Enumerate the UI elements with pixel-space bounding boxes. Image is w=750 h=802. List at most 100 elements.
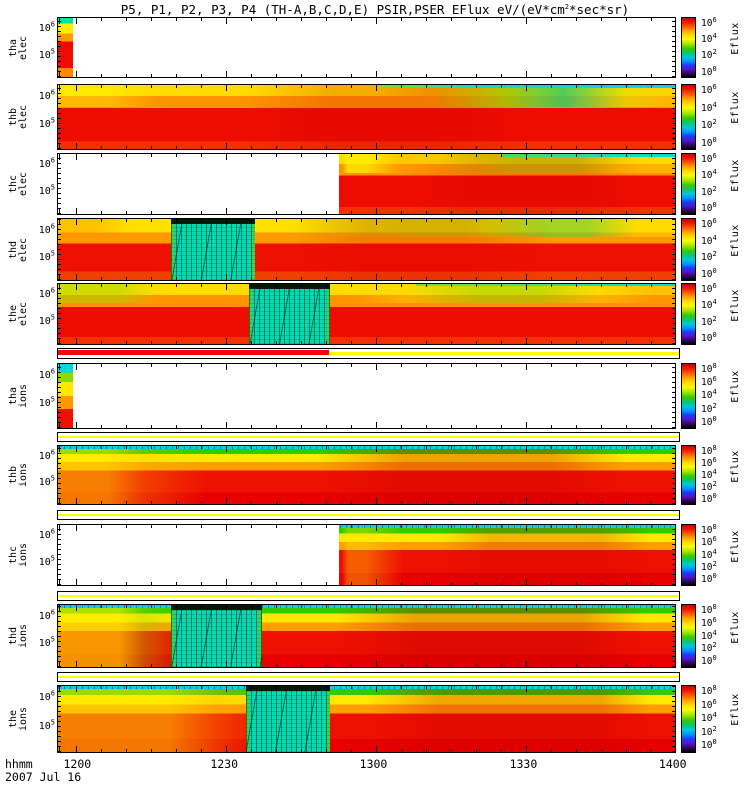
colorbar-tick-label: 106: [701, 535, 717, 549]
panel-left-gutter: thd ions 106 105: [0, 604, 57, 668]
cyan-top-band: [58, 446, 675, 449]
colorbar-axis-label-wrap: Eflux: [719, 221, 750, 261]
spectrogram-row: the elec 106 105 106 104 102 100 Eflux: [0, 281, 750, 345]
spectrogram-row: tha ions 106 105 108 106 104 102 100 Eflux: [0, 362, 750, 429]
colorbar-axis-label-wrap: Eflux: [719, 526, 750, 566]
cyan-top-band: [378, 85, 675, 88]
panel-species-label-wrap: thb ions: [2, 445, 36, 505]
colorbar-tick-label: 106: [701, 455, 717, 469]
no-data-region: [72, 18, 675, 77]
panel-left-gutter: the elec 106 105: [0, 283, 57, 345]
panel-species-label: thc ions: [8, 542, 29, 568]
panel-species-label-wrap: thc ions: [2, 524, 36, 586]
y-axis-tick-label: 105: [38, 313, 55, 328]
y-axis-tick-label: 106: [38, 88, 55, 102]
burst-mode-region: [170, 219, 256, 280]
x-axis-tick-label: 1300: [359, 757, 388, 771]
y-tick-marks: [672, 219, 675, 280]
panel-tha-elec: [57, 17, 676, 78]
panel-the-elec: [57, 283, 676, 345]
spectrogram-shading: [58, 219, 675, 280]
colorbar-tick-label: 108: [701, 443, 717, 457]
panel-thd-elec: [57, 218, 676, 281]
panel-the-ions: [57, 685, 676, 753]
burst-mode-region: [248, 284, 331, 344]
colorbar-tick-label: 102: [701, 559, 717, 574]
colorbar-tick-label: 100: [701, 414, 717, 428]
x-axis-tick-label: 1330: [509, 757, 538, 771]
colorbar-tick-label: 100: [701, 135, 717, 149]
colorbar: 108 106 104 102 100 Eflux: [676, 684, 750, 753]
y-axis-tick-label: 106: [38, 287, 55, 301]
spectrogram-row: thd elec 106 105 106 104 102 100 Eflux: [0, 217, 750, 281]
status-bar-row: [0, 591, 750, 601]
colorbar-tick-label: 106: [701, 15, 717, 29]
colorbar-axis-label-wrap: Eflux: [719, 688, 750, 732]
colorbar-axis-label: Eflux: [729, 529, 741, 563]
colorbar-axis-label: Eflux: [729, 370, 741, 404]
colorbar-tick-label: 100: [701, 267, 717, 281]
panel-left-gutter: the ions 106 105: [0, 685, 57, 753]
spectrogram-shading: [58, 284, 675, 344]
panel-species-label-wrap: thc elec: [2, 153, 36, 215]
status-bar-segment: [58, 513, 679, 517]
colorbar-axis-label-wrap: Eflux: [719, 285, 750, 325]
panel-left-gutter: thd elec 106 105: [0, 218, 57, 281]
cyan-top-band: [415, 284, 675, 287]
spectrogram-stack: tha elec 106 105 106 104 102 100 Eflux: [0, 15, 750, 753]
colorbar-tick-label: 104: [701, 31, 717, 46]
colorbar-axis-label: Eflux: [729, 288, 741, 322]
status-bar-segment: [58, 675, 679, 679]
y-axis-tick-label: 105: [38, 474, 55, 488]
colorbar-gradient: [681, 604, 696, 668]
status-bar-bar-yellow-1: [57, 432, 680, 442]
y-axis-tick-label: 106: [38, 20, 55, 35]
colorbar-gradient: [681, 218, 696, 281]
colorbar-tick-label: 102: [701, 724, 717, 738]
y-tick-marks: [672, 18, 675, 77]
x-axis-tick-label: 1230: [210, 757, 239, 771]
cyan-top-band: [58, 686, 675, 689]
x-axis-label: hhmm: [5, 757, 33, 771]
left-edge-data-strip: [58, 364, 73, 428]
colorbar: 106 104 102 100 Eflux: [676, 217, 750, 281]
y-tick-marks: [672, 605, 675, 667]
x-axis: hhmm 2007 Jul 16 1200 1230 1300 1330 1400: [0, 753, 750, 799]
y-axis-tick-label: 105: [38, 395, 55, 410]
y-tick-marks: [58, 154, 61, 214]
colorbar-tick-label: 106: [701, 375, 717, 389]
panel-thb-elec: [57, 84, 676, 150]
x-axis-date-label: 2007 Jul 16: [5, 770, 82, 784]
panel-species-label-wrap: tha ions: [2, 363, 36, 429]
status-bar-segment: [58, 594, 679, 598]
y-tick-marks: [58, 85, 61, 149]
y-tick-marks: [58, 284, 61, 344]
y-axis-tick-label: 106: [38, 528, 55, 542]
no-data-region: [58, 154, 339, 214]
y-tick-marks: [58, 605, 61, 667]
colorbar-tick-label: 100: [701, 64, 717, 78]
colorbar-tick-label: 102: [701, 118, 717, 132]
colorbar-axis-label-wrap: Eflux: [719, 607, 750, 648]
status-bar-row: [0, 672, 750, 682]
colorbar-tick-label: 104: [701, 547, 717, 561]
colorbar-gradient: [681, 84, 696, 150]
colorbar-tick-label: 102: [701, 184, 717, 198]
colorbar-axis-label-wrap: Eflux: [719, 366, 750, 408]
left-edge-data-strip: [58, 18, 73, 77]
colorbar-tick-label: 104: [701, 168, 717, 182]
panel-species-label: tha ions: [8, 383, 29, 409]
colorbar-tick-label: 104: [701, 233, 717, 247]
y-axis-tick-label: 105: [38, 719, 55, 733]
spectrogram-shading: [58, 605, 675, 667]
colorbar-axis-label: Eflux: [729, 610, 741, 644]
colorbar-tick-label: 104: [701, 467, 717, 481]
panel-thd-ions: [57, 604, 676, 668]
colorbar-tick-label: 100: [701, 491, 717, 505]
y-tick-marks: [672, 686, 675, 752]
colorbar-tick-label: 106: [701, 281, 717, 295]
y-tick-marks: [58, 219, 61, 280]
status-bar-segment: [58, 435, 679, 439]
panel-species-label: thb ions: [8, 462, 29, 488]
panel-tha-ions: [57, 363, 676, 429]
